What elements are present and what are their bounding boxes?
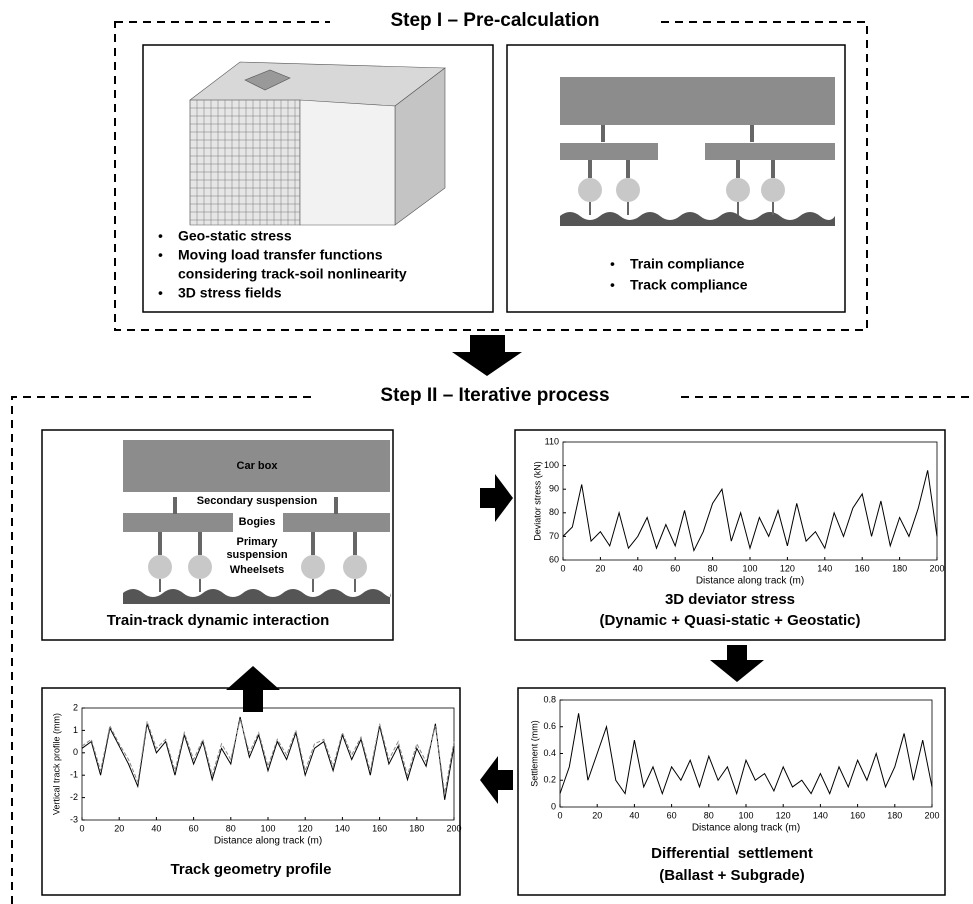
bullet: • (158, 228, 163, 244)
x-tick-label: 80 (226, 823, 236, 833)
bullet-text: considering track-soil nonlinearity (178, 266, 407, 282)
wheel (616, 178, 640, 202)
x-tick-label: 40 (633, 563, 643, 573)
bullet-text: Train compliance (630, 256, 745, 272)
x-tick-label: 60 (670, 563, 680, 573)
x-tick-label: 160 (372, 823, 387, 833)
arrow (480, 756, 513, 804)
x-tick-label: 40 (151, 823, 161, 833)
arrow (452, 335, 522, 376)
y-tick-label: 110 (545, 436, 559, 446)
arrow (480, 474, 513, 522)
x-tick-label: 120 (780, 563, 795, 573)
wheel (726, 178, 750, 202)
y-tick-label: 60 (549, 554, 559, 564)
x-tick-label: 180 (409, 823, 424, 833)
arrow (710, 645, 764, 682)
x-tick-label: 0 (560, 563, 565, 573)
caption: 3D deviator stress (665, 591, 795, 608)
y-tick-label: 90 (549, 484, 559, 494)
step1-title: Step I – Pre-calculation (390, 10, 599, 31)
wheel (188, 555, 212, 579)
x-tick-label: 0 (79, 823, 84, 833)
x-tick-label: 20 (595, 563, 605, 573)
label: Primary (237, 536, 279, 548)
diagram: Step I – Pre-calculation • Geo-static str… (0, 0, 973, 904)
y-tick-label: 0 (551, 801, 556, 811)
x-tick-label: 100 (738, 810, 753, 820)
x-tick-label: 120 (776, 810, 791, 820)
wheel (148, 555, 172, 579)
y-tick-label: 70 (549, 531, 559, 541)
bullet: • (610, 277, 615, 293)
bullet-text: Track compliance (630, 277, 748, 293)
x-tick-label: 20 (592, 810, 602, 820)
y-tick-label: 0 (73, 747, 78, 757)
wheel (578, 178, 602, 202)
x-tick-label: 140 (817, 563, 832, 573)
x-tick-label: 80 (704, 810, 714, 820)
y-tick-label: 0.2 (543, 775, 556, 785)
y-axis-label: Deviator stress (kN) (532, 461, 542, 541)
wheel (301, 555, 325, 579)
wheel (343, 555, 367, 579)
y-tick-label: -3 (70, 814, 78, 824)
x-axis-label: Distance along track (m) (692, 823, 800, 834)
y-tick-label: 0.8 (543, 694, 556, 704)
caption: Differential settlement (651, 845, 813, 862)
y-tick-label: 0.6 (543, 721, 556, 731)
caption: (Ballast + Subgrade) (659, 867, 804, 884)
y-tick-label: -1 (70, 770, 78, 780)
panel (518, 688, 945, 895)
x-tick-label: 100 (260, 823, 275, 833)
x-tick-label: 60 (667, 810, 677, 820)
x-tick-label: 0 (557, 810, 562, 820)
label: Car box (237, 460, 279, 472)
x-tick-label: 140 (813, 810, 828, 820)
label: suspension (226, 549, 287, 561)
wheel (761, 178, 785, 202)
x-tick-label: 80 (708, 563, 718, 573)
x-tick-label: 160 (855, 563, 870, 573)
x-tick-label: 40 (629, 810, 639, 820)
y-tick-label: 1 (73, 725, 78, 735)
y-axis-label: Vertical track profile (mm) (51, 713, 61, 815)
x-tick-label: 20 (114, 823, 124, 833)
label: Secondary suspension (197, 495, 318, 507)
x-tick-label: 140 (335, 823, 350, 833)
x-tick-label: 100 (742, 563, 757, 573)
y-tick-label: -2 (70, 792, 78, 802)
x-axis-label: Distance along track (m) (696, 576, 804, 587)
y-tick-label: 2 (73, 702, 78, 712)
label: Wheelsets (230, 564, 284, 576)
bullet-text: Geo-static stress (178, 228, 292, 244)
x-tick-label: 60 (189, 823, 199, 833)
y-axis-label: Settlement (mm) (529, 720, 539, 787)
x-tick-label: 200 (924, 810, 939, 820)
step2-title: Step II – Iterative process (380, 385, 609, 406)
bullet-text: 3D stress fields (178, 285, 282, 301)
x-axis-label: Distance along track (m) (214, 836, 322, 847)
bullet: • (158, 247, 163, 263)
x-tick-label: 180 (892, 563, 907, 573)
bullet: • (158, 285, 163, 301)
caption: Track geometry profile (171, 861, 332, 878)
x-tick-label: 180 (887, 810, 902, 820)
y-tick-label: 100 (544, 460, 559, 470)
x-tick-label: 120 (298, 823, 313, 833)
bullet: • (610, 256, 615, 272)
caption: (Dynamic + Quasi-static + Geostatic) (600, 612, 861, 629)
x-tick-label: 200 (929, 563, 944, 573)
bullet-text: Moving load transfer functions (178, 247, 383, 263)
y-tick-label: 0.4 (543, 748, 556, 758)
x-tick-label: 160 (850, 810, 865, 820)
y-tick-label: 80 (549, 507, 559, 517)
label: Bogies (239, 516, 276, 528)
x-tick-label: 200 (446, 823, 461, 833)
caption: Train-track dynamic interaction (107, 612, 330, 629)
soil-block (190, 62, 445, 225)
